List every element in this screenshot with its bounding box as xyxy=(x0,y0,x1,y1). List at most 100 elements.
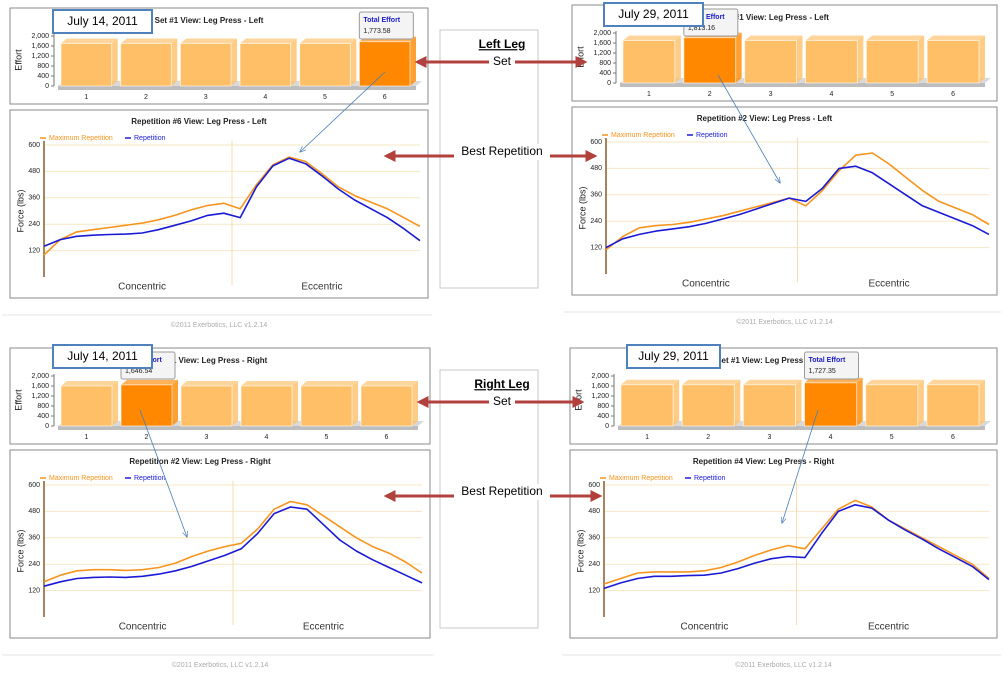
bar xyxy=(179,43,232,87)
bar-side xyxy=(795,379,802,426)
tooltip-title: Total Effort xyxy=(688,14,725,21)
bar-top xyxy=(181,381,238,386)
bar-top xyxy=(240,38,297,44)
chart-title: Repetition #6 View: Leg Press - Left xyxy=(131,117,267,126)
chart-title: Repetition #2 View: Leg Press - Left xyxy=(697,114,833,123)
bar-top xyxy=(361,381,418,386)
bar-top xyxy=(61,381,118,386)
bar-top xyxy=(865,379,924,385)
x-tick-label: Concentric xyxy=(119,622,167,633)
y-tick-label: 480 xyxy=(28,168,40,175)
floor-edge xyxy=(618,426,985,430)
arrow-label: Set xyxy=(493,54,512,68)
x-tick-label: 4 xyxy=(265,434,269,441)
y-tick-label: 800 xyxy=(599,60,611,67)
bar-top xyxy=(927,35,985,41)
x-tick-label: 4 xyxy=(829,91,833,98)
bar xyxy=(926,40,980,84)
bar-side xyxy=(673,379,680,426)
y-tick-label: 0 xyxy=(607,80,611,87)
y-tick-label: 480 xyxy=(588,508,600,515)
y-tick-label: 240 xyxy=(590,218,602,225)
section-title: Left Leg xyxy=(479,37,526,51)
x-tick-label: 5 xyxy=(890,434,894,441)
x-tick-label: 6 xyxy=(951,91,955,98)
date: July 14, 2011 xyxy=(67,14,138,28)
bar xyxy=(683,37,737,84)
x-tick-label: 1 xyxy=(647,91,651,98)
y-tick-label: 2,000 xyxy=(31,33,49,40)
bar-top xyxy=(743,379,802,385)
x-tick-label: 4 xyxy=(829,434,833,441)
y-tick-label: 360 xyxy=(28,535,40,542)
bar-side xyxy=(412,381,418,426)
copyright: ©2011 Exerbotics, LLC v1.2.14 xyxy=(736,318,833,326)
bar-side xyxy=(979,35,985,83)
tooltip-title: Total Effort xyxy=(809,357,846,364)
legend-label: Repetition xyxy=(134,475,166,482)
y-tick-label: 120 xyxy=(28,247,40,254)
y-tick-label: 480 xyxy=(28,508,40,515)
bar-top xyxy=(301,381,358,386)
y-axis-label: Force (lbs) xyxy=(15,529,25,572)
x-tick-label: 6 xyxy=(385,434,389,441)
bar xyxy=(239,43,292,87)
x-tick-label: 1 xyxy=(84,94,88,101)
bar xyxy=(681,384,735,427)
y-tick-label: 2,000 xyxy=(591,373,609,380)
bar xyxy=(300,385,353,427)
y-tick-label: 2,000 xyxy=(593,30,611,37)
y-tick-label: 120 xyxy=(590,244,602,251)
bar-side xyxy=(292,381,298,426)
y-tick-label: 0 xyxy=(45,423,49,430)
x-tick-label: Eccentric xyxy=(301,282,342,293)
copyright: ©2011 Exerbotics, LLC v1.2.14 xyxy=(735,661,832,669)
x-tick-label: 2 xyxy=(706,434,710,441)
x-tick-label: 3 xyxy=(767,434,771,441)
y-tick-label: 240 xyxy=(28,561,40,568)
arrow-label: Best Repetition xyxy=(461,144,542,158)
pointer-arrow xyxy=(782,409,819,523)
y-tick-label: 2,000 xyxy=(31,373,49,380)
date-box xyxy=(52,344,153,369)
floor-edge xyxy=(58,426,418,430)
x-tick-label: 5 xyxy=(323,94,327,101)
legend-label: Maximum Repetition xyxy=(611,132,675,139)
bar-side xyxy=(856,377,863,426)
pointer-arrow xyxy=(300,71,386,152)
bar-top xyxy=(926,379,985,385)
bar xyxy=(120,384,173,427)
y-tick-label: 1,200 xyxy=(591,393,609,400)
chart-frame xyxy=(9,449,431,639)
series-line xyxy=(43,157,421,247)
bar-side xyxy=(350,38,357,86)
x-tick-label: 3 xyxy=(769,91,773,98)
date-box xyxy=(626,344,721,369)
y-tick-label: 1,200 xyxy=(593,50,611,57)
bar-side xyxy=(112,381,118,426)
bar-side xyxy=(111,38,118,86)
tooltip xyxy=(804,351,859,380)
bar xyxy=(180,385,233,427)
x-tick-label: Concentric xyxy=(682,279,730,290)
chart-title: Set #1 View: Leg Press - Left xyxy=(720,13,829,22)
y-tick-label: 240 xyxy=(28,221,40,228)
x-tick-label: 3 xyxy=(204,94,208,101)
y-tick-label: 400 xyxy=(599,70,611,77)
y-tick-label: 600 xyxy=(28,142,40,149)
y-tick-label: 600 xyxy=(28,482,40,489)
series-line xyxy=(603,504,990,590)
tooltip-value: 1,646.54 xyxy=(125,368,152,375)
bar-side xyxy=(352,381,358,426)
series-line xyxy=(43,500,423,583)
date: July 29, 2011 xyxy=(638,349,709,363)
bar-side xyxy=(857,35,864,83)
bar xyxy=(120,43,172,87)
x-tick-label: Concentric xyxy=(681,622,729,633)
bar-side xyxy=(290,38,297,86)
label-backing xyxy=(489,394,515,410)
y-tick-label: 1,600 xyxy=(591,383,609,390)
bar xyxy=(60,385,113,427)
label-backing xyxy=(454,144,550,160)
